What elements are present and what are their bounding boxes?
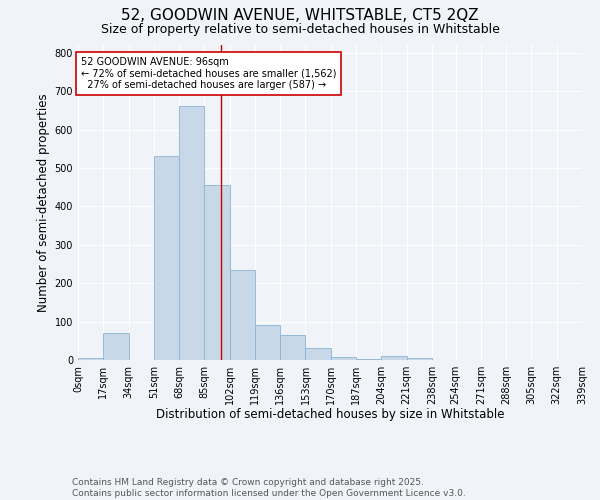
X-axis label: Distribution of semi-detached houses by size in Whitstable: Distribution of semi-detached houses by … bbox=[156, 408, 504, 422]
Bar bbox=[179, 106, 205, 360]
Bar bbox=[331, 357, 356, 360]
Bar bbox=[356, 359, 381, 360]
Bar bbox=[305, 348, 331, 360]
Bar bbox=[154, 156, 179, 360]
Bar bbox=[381, 356, 407, 360]
Bar bbox=[255, 326, 280, 360]
Bar bbox=[205, 185, 230, 360]
Bar bbox=[407, 358, 432, 360]
Text: 52 GOODWIN AVENUE: 96sqm
← 72% of semi-detached houses are smaller (1,562)
  27%: 52 GOODWIN AVENUE: 96sqm ← 72% of semi-d… bbox=[81, 56, 337, 90]
Bar bbox=[103, 333, 128, 360]
Bar bbox=[78, 358, 103, 360]
Bar bbox=[230, 270, 255, 360]
Bar bbox=[280, 335, 305, 360]
Text: Size of property relative to semi-detached houses in Whitstable: Size of property relative to semi-detach… bbox=[101, 22, 499, 36]
Text: 52, GOODWIN AVENUE, WHITSTABLE, CT5 2QZ: 52, GOODWIN AVENUE, WHITSTABLE, CT5 2QZ bbox=[121, 8, 479, 22]
Y-axis label: Number of semi-detached properties: Number of semi-detached properties bbox=[37, 93, 50, 312]
Text: Contains HM Land Registry data © Crown copyright and database right 2025.
Contai: Contains HM Land Registry data © Crown c… bbox=[72, 478, 466, 498]
